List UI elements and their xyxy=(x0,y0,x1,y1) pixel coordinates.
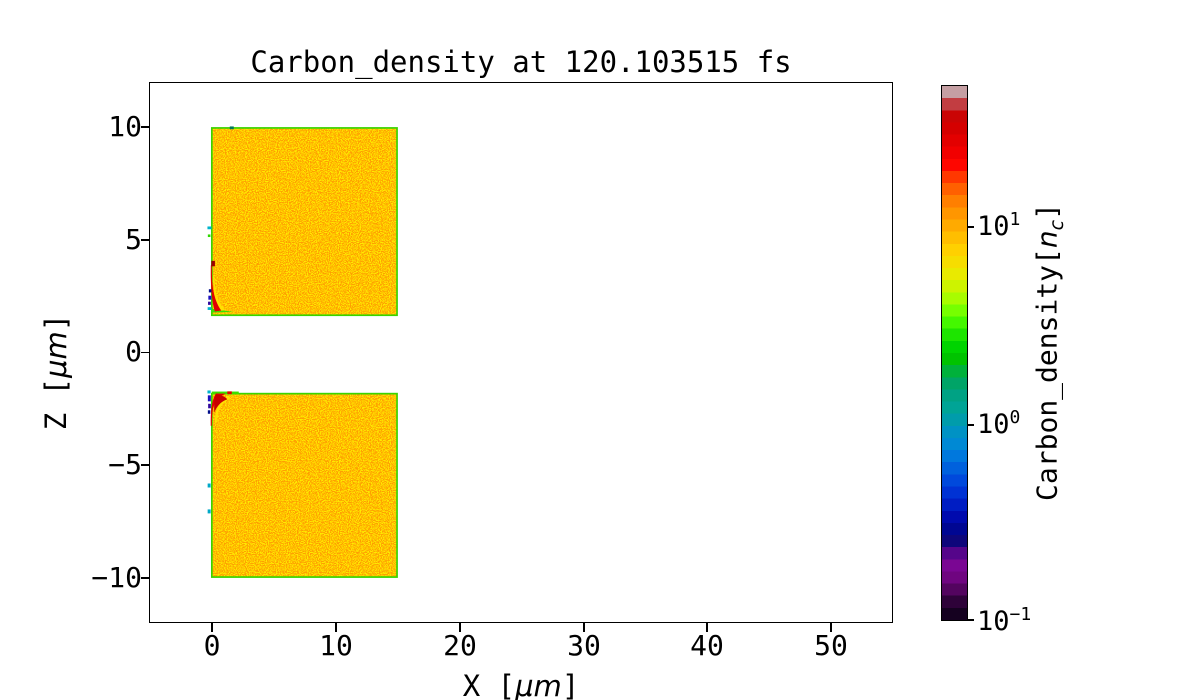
x-tick xyxy=(335,623,337,632)
upper-slab-speckle xyxy=(211,127,398,316)
x-tick-label: 20 xyxy=(443,629,477,662)
y-tick xyxy=(141,577,150,579)
plot-frame xyxy=(149,82,893,623)
y-tick xyxy=(141,239,150,241)
x-tick xyxy=(830,623,832,632)
x-tick-label: 40 xyxy=(690,629,724,662)
x-tick xyxy=(459,623,461,632)
upper-slab-edge xyxy=(210,127,398,317)
y-tick xyxy=(141,351,150,354)
y-tick xyxy=(141,126,150,128)
y-tick-label: 0 xyxy=(125,335,142,368)
y-tick-label: −10 xyxy=(91,561,142,594)
colorbar xyxy=(941,85,968,621)
x-tick xyxy=(211,623,213,632)
lower-target-slab xyxy=(210,392,398,578)
colorbar-tick xyxy=(968,619,974,621)
colorbar-tick xyxy=(968,226,974,228)
x-tick xyxy=(583,623,585,632)
x-tick xyxy=(706,623,708,632)
x-tick-label: 50 xyxy=(814,629,848,662)
x-tick-label: 0 xyxy=(203,629,221,662)
x-axis-label: X [μm] xyxy=(462,669,580,700)
density-heatmap xyxy=(207,126,398,578)
colorbar-tick-label: 100 xyxy=(977,407,1021,441)
x-tick-label: 10 xyxy=(319,629,353,662)
upper-slab-ablation-plume xyxy=(207,126,234,313)
lower-slab-ablation-plume xyxy=(207,390,239,514)
colorbar-tick-label: 101 xyxy=(977,209,1021,243)
plot-title: Carbon_density at 120.103515 fs xyxy=(250,45,792,79)
y-tick-label: 5 xyxy=(125,223,142,256)
colorbar-gradient xyxy=(942,86,967,620)
x-tick-label: 30 xyxy=(567,629,601,662)
y-tick-label: 10 xyxy=(108,110,142,143)
lower-slab-edge xyxy=(210,392,398,578)
colorbar-label: Carbon_density[nc] xyxy=(1030,203,1069,501)
colorbar-tick xyxy=(968,424,974,426)
y-tick xyxy=(141,464,150,466)
lower-slab-speckle xyxy=(211,393,398,578)
y-axis-label: Z [μm] xyxy=(39,313,73,431)
upper-target-slab xyxy=(210,127,398,317)
y-tick-label: −5 xyxy=(108,448,142,481)
colorbar-tick-label: 10−1 xyxy=(977,604,1032,638)
